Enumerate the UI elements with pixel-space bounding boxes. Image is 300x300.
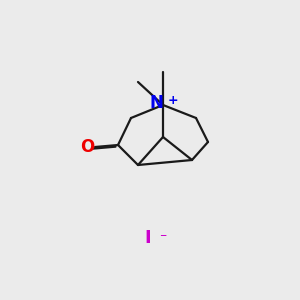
Text: I: I — [145, 229, 151, 247]
Text: ⁻: ⁻ — [159, 231, 167, 245]
Text: N: N — [149, 94, 163, 112]
Text: O: O — [80, 138, 94, 156]
Text: +: + — [168, 94, 178, 106]
